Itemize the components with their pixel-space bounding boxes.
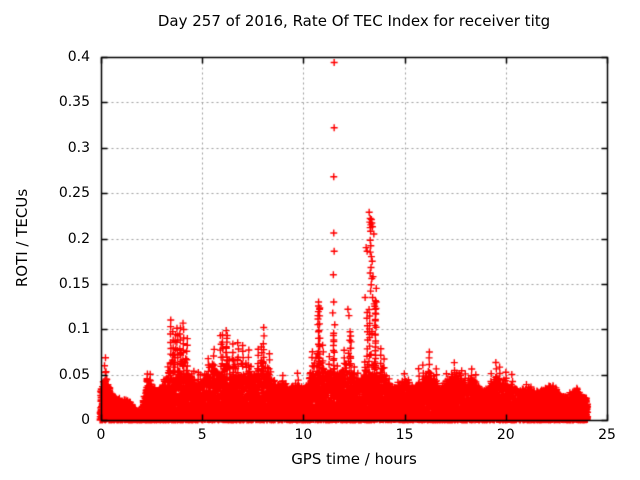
x-tick-label: 20 bbox=[496, 427, 515, 443]
y-tick-label: 0.15 bbox=[58, 275, 90, 292]
x-axis-label: GPS time / hours bbox=[291, 450, 417, 468]
y-tick-label: 0 bbox=[81, 412, 90, 428]
y-tick-label: 0.2 bbox=[67, 230, 90, 247]
y-tick-label: 0.25 bbox=[58, 185, 90, 202]
x-tick-label: 15 bbox=[395, 427, 414, 443]
x-tick-label: 0 bbox=[96, 427, 106, 443]
x-tick-label: 25 bbox=[598, 427, 616, 443]
y-tick-label: 0.4 bbox=[67, 49, 90, 65]
chart-title: Day 257 of 2016, Rate Of TEC Index for r… bbox=[157, 12, 551, 30]
y-tick-label: 0.35 bbox=[58, 94, 90, 111]
y-tick-label: 0.1 bbox=[67, 321, 90, 338]
y-tick-label: 0.3 bbox=[67, 139, 90, 156]
x-tick-label: 10 bbox=[294, 427, 313, 443]
y-tick-label: 0.05 bbox=[58, 366, 90, 383]
x-tick-label: 5 bbox=[197, 427, 207, 443]
